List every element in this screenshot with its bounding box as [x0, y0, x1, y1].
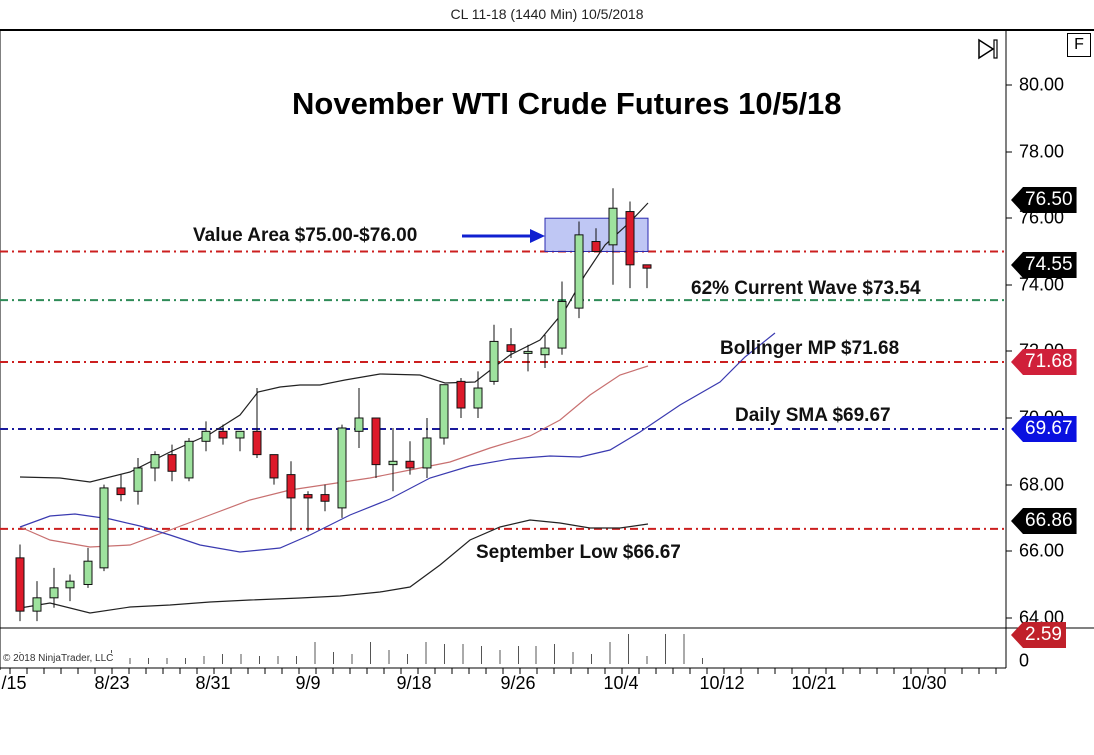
f-button[interactable]: F: [1067, 33, 1091, 57]
bollinger-mid: [19, 365, 649, 548]
price-tick-label: 66.00: [1019, 540, 1065, 561]
candle-down: [371, 417, 381, 466]
candle-up: [32, 597, 42, 612]
fib-62-label: 62% Current Wave $73.54: [691, 278, 921, 299]
daily-sma-label: Daily SMA $69.67: [735, 405, 891, 426]
candle-up: [65, 580, 75, 589]
candle-down: [286, 474, 296, 499]
price-tag: 76.50: [1011, 187, 1077, 213]
candle-up: [354, 417, 364, 432]
candle-up: [489, 340, 499, 382]
candle-down: [506, 344, 516, 352]
date-tick-label: 10/12: [699, 673, 745, 693]
candle-down: [320, 494, 330, 502]
date-tick-label: 9/26: [500, 673, 536, 693]
candle-down: [167, 454, 177, 472]
candle-up: [133, 467, 143, 492]
price-tag: 74.55: [1011, 252, 1077, 278]
price-tag: 69.67: [1011, 416, 1077, 442]
candle-up: [388, 460, 398, 466]
date-tick-label: 10/21: [791, 673, 837, 693]
candle-up: [201, 430, 211, 442]
price-tag: 66.86: [1011, 508, 1077, 534]
price-tick-label: 68.00: [1019, 474, 1065, 495]
candle-down: [252, 430, 262, 456]
candle-up: [235, 430, 245, 439]
candle-up: [49, 587, 59, 599]
candle-down: [269, 454, 279, 479]
candle-down: [642, 264, 652, 269]
candle-up: [439, 384, 449, 439]
sma-line: [19, 332, 776, 553]
price-tick-label: 74.00: [1019, 274, 1065, 295]
candle-up: [150, 454, 160, 469]
bollinger-mp-label: Bollinger MP $71.68: [720, 338, 900, 359]
candle-up: [473, 387, 483, 409]
date-tick-label: 9/9: [295, 673, 321, 693]
candle-down: [303, 494, 313, 499]
candle-down: [456, 380, 466, 409]
candle-up: [184, 440, 194, 479]
scroll-to-end-button[interactable]: [976, 37, 1000, 61]
price-tick-label: 78.00: [1019, 141, 1065, 162]
candle-up: [540, 347, 550, 356]
candle-down: [218, 430, 228, 439]
price-tag: 71.68: [1011, 349, 1077, 375]
september-low-label: September Low $66.67: [476, 542, 681, 563]
arrow-head-icon: [530, 229, 545, 243]
date-tick-label: 10/30: [901, 673, 947, 693]
bollinger-lower: [19, 519, 649, 614]
window-title: CL 11-18 (1440 Min) 10/5/2018: [450, 6, 644, 22]
candle-up: [83, 560, 93, 586]
candle-down: [591, 241, 601, 252]
candle-up: [422, 437, 432, 469]
candle-up: [523, 350, 533, 354]
candle-down: [116, 487, 126, 496]
date-tick-label: 9/18: [396, 673, 432, 693]
candle-down: [405, 460, 415, 469]
candle-up: [337, 427, 347, 509]
price-tag: 2.59: [1011, 622, 1066, 648]
candle-up: [99, 487, 109, 569]
chart-panel[interactable]: [0, 29, 1094, 674]
date-tick-label: /15: [1, 673, 27, 693]
date-tick-label: 8/31: [195, 673, 231, 693]
candle-up: [574, 234, 584, 309]
volume-zero-label: 0: [1019, 650, 1030, 671]
price-tick-label: 80.00: [1019, 74, 1065, 95]
candle-up: [608, 207, 618, 246]
date-tick-label: 8/23: [94, 673, 130, 693]
copyright-notice: © 2018 NinjaTrader, LLC: [3, 653, 114, 664]
candle-down: [15, 557, 25, 612]
value-area-label: Value Area $75.00-$76.00: [193, 225, 418, 246]
candle-down: [625, 211, 635, 266]
chart-title: November WTI Crude Futures 10/5/18: [292, 86, 842, 121]
candle-up: [557, 300, 567, 349]
date-tick-label: 10/4: [603, 673, 639, 693]
skip-end-icon: [978, 38, 998, 60]
